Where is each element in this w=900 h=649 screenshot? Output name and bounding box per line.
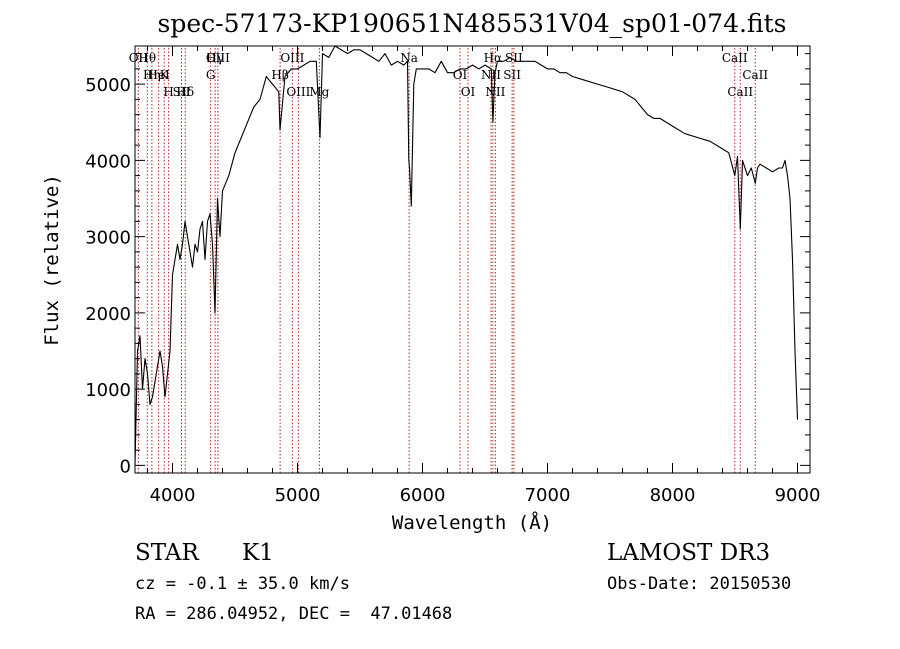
object-class: STAR (135, 540, 199, 566)
marker-label: Mg (309, 85, 329, 99)
marker-label: Na (400, 51, 418, 65)
emission-line-markers (137, 48, 756, 473)
x-tick-label: 5000 (275, 485, 321, 506)
y-tick-label: 5000 (85, 75, 131, 96)
marker-label: CaII (742, 68, 768, 82)
y-tick-label: 2000 (85, 304, 131, 325)
x-tick-label: 8000 (650, 485, 696, 506)
marker-label: HeI (147, 68, 170, 82)
marker-label: NII (485, 85, 505, 99)
marker-label: SII (505, 51, 523, 65)
spectrum-line (134, 45, 799, 466)
marker-label: OIII (280, 51, 304, 65)
x-tick-label: 4000 (150, 485, 196, 506)
y-axis-ticks: 0 1000 2000 3000 4000 5000 (85, 53, 810, 477)
observation-date: Obs-Date: 20150530 (607, 574, 791, 594)
marker-label: K (160, 68, 170, 82)
coordinates: RA = 286.04952, DEC = 47.01468 (135, 604, 452, 624)
y-tick-label: 4000 (85, 151, 131, 172)
marker-label: Hα (484, 51, 503, 65)
marker-label: OII (129, 51, 149, 65)
x-axis-ticks: 4000 5000 6000 7000 8000 9000 (147, 46, 821, 506)
survey-name: LAMOST DR3 (607, 540, 770, 566)
marker-label: SII (503, 68, 521, 82)
marker-label: CaII (722, 51, 748, 65)
marker-label: Hθ (138, 51, 156, 65)
chart-title: spec-57173-KP190651N485531V04_sp01-074.f… (158, 9, 787, 38)
object-subclass: K1 (242, 540, 274, 566)
y-tick-label: 3000 (85, 228, 131, 249)
emission-line-labels: HθKHδOIIHeISIIOIIIHηHHγGOIIIOIIIHβMgNaOI… (129, 51, 769, 99)
x-tick-label: 6000 (400, 485, 446, 506)
y-tick-label: 1000 (85, 380, 131, 401)
y-axis-label: Flux (relative) (41, 174, 63, 346)
marker-label: CaII (727, 85, 753, 99)
marker-label: SII (173, 85, 191, 99)
marker-label: OI (461, 85, 476, 99)
y-tick-label: 0 (120, 456, 131, 477)
marker-label: OIII (206, 51, 230, 65)
marker-label: OI (453, 68, 468, 82)
marker-label: G (206, 68, 216, 82)
x-tick-label: 7000 (525, 485, 571, 506)
plot-frame (134, 45, 811, 474)
marker-label: Hη (143, 68, 161, 82)
marker-label: Hγ (206, 51, 224, 65)
x-tick-label: 9000 (775, 485, 821, 506)
redshift-value: cz = -0.1 ± 35.0 km/s (135, 574, 350, 594)
marker-label: Hδ (176, 85, 194, 99)
marker-label: H (163, 85, 173, 99)
x-axis-label: Wavelength (Å) (392, 511, 552, 534)
marker-label: OIII (286, 85, 310, 99)
